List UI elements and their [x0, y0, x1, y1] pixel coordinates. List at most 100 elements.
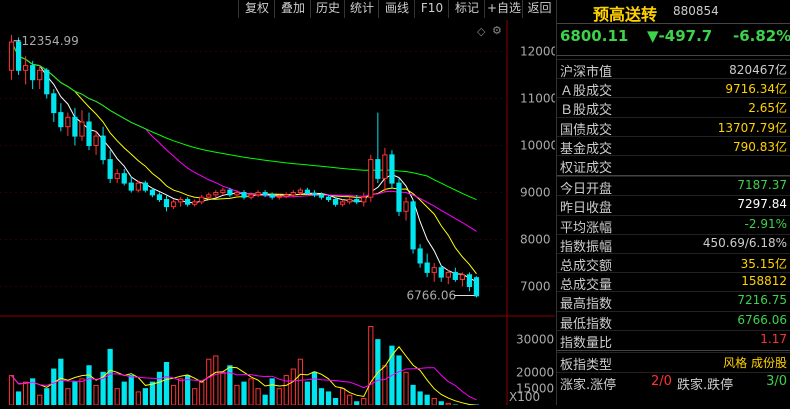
candle-body [347, 199, 353, 203]
candle-body [185, 199, 191, 205]
candle [396, 178, 402, 216]
stat-value: 7297.84 [737, 197, 787, 211]
candle [297, 187, 303, 195]
candle-body [177, 199, 184, 203]
volume-bar [276, 388, 282, 406]
candle-body [417, 248, 423, 264]
volume-bar [51, 368, 57, 406]
candle-body [445, 271, 451, 278]
stat-label: 指数量比 [560, 335, 613, 351]
candle [431, 263, 437, 282]
candle [192, 199, 198, 207]
price-change: ▼-497.7 [647, 27, 713, 45]
candle-body [170, 201, 177, 208]
candle [466, 272, 473, 292]
candle-body [93, 135, 99, 146]
volume-bar [22, 381, 29, 406]
overlay-button[interactable]: 叠加 [274, 0, 311, 18]
candle-body [227, 189, 233, 196]
candle-body [135, 182, 141, 191]
kline-chart[interactable]: 12000 11000 10000 9000 8000 7000 12354.99 6766.… [0, 20, 558, 409]
candle-body [290, 192, 296, 196]
volume-ma5-line [11, 345, 477, 406]
candle [241, 190, 247, 200]
candle-body [199, 196, 205, 203]
volume-bar [192, 388, 198, 406]
volume-bar [283, 375, 289, 406]
volume-bar [269, 378, 275, 406]
mark-button[interactable]: 标记 [448, 0, 485, 18]
candle [276, 194, 282, 200]
candle-body [332, 199, 339, 205]
candle [128, 176, 134, 193]
stat-unit: 亿 [774, 120, 787, 135]
volume-bar [107, 348, 113, 406]
candle-body [22, 65, 29, 71]
history-button[interactable]: 历史 [310, 0, 345, 18]
candle [368, 154, 374, 202]
f10-button[interactable]: F10 [414, 0, 449, 18]
stat-unit: 亿 [774, 101, 787, 116]
settings-icon[interactable]: ⚙ [492, 24, 502, 37]
candle [15, 37, 22, 75]
candle [354, 194, 360, 205]
add-watchlist-button[interactable]: +自选 [484, 0, 523, 18]
volume-bar [213, 355, 219, 406]
candle [213, 190, 219, 198]
stat-row: 国债成交 13707.79亿 [557, 116, 790, 138]
candle [311, 190, 318, 198]
candle-body [297, 189, 303, 193]
volume-bar [58, 358, 64, 406]
board-type-value[interactable]: 风格 成份股 [723, 356, 787, 370]
stat-label: 指数振幅 [560, 239, 613, 255]
candle-body [304, 189, 311, 194]
candle-body [389, 154, 395, 184]
stat-value-number: 450.69/6.18% [702, 235, 787, 250]
candle-body [86, 121, 92, 146]
candle-body [30, 65, 36, 81]
stat-label: 总成交额 [560, 259, 613, 274]
stat-value: 790.83亿 [733, 138, 787, 155]
quote-panel: 预高送转 880854 6800.11 ▼-497.7 -6.82% 沪深市值 8… [556, 0, 790, 405]
volume-bar [311, 371, 318, 406]
volume-bar [290, 368, 296, 406]
volume-bar [297, 358, 303, 406]
candle [72, 107, 78, 146]
stat-value: 7216.75 [737, 293, 787, 307]
stat-value: 2.65亿 [748, 99, 787, 116]
fuquan-button[interactable]: 复权 [238, 0, 275, 18]
stat-row: 权证成交 [557, 155, 790, 176]
scroll-up-icon[interactable]: ◇ [477, 25, 486, 38]
board-type-row: 板指类型 风格 成份股 [557, 352, 790, 373]
candle-body [72, 116, 78, 137]
stat-value: 450.69/6.18% [703, 236, 787, 250]
candle [121, 169, 127, 186]
candle-body [318, 194, 325, 198]
stat-value-number: 790.83 [732, 139, 775, 154]
stat-value-number: 2.65 [748, 101, 775, 116]
high-label: 12354.99 [22, 34, 79, 48]
candle [438, 265, 444, 282]
candle-body [37, 69, 43, 81]
price-tick-label: 12000 [520, 45, 555, 59]
candle-body [51, 93, 57, 114]
candle-body [15, 41, 22, 71]
stat-row: 指数振幅 450.69/6.18% [557, 233, 790, 255]
candle-body [424, 262, 430, 273]
candle [30, 60, 36, 90]
stat-label: 平均涨幅 [560, 220, 613, 236]
volume-bar [410, 384, 416, 406]
stat-label: Ｂ股成交 [560, 103, 613, 119]
volume-unit-label: X100 [509, 390, 540, 404]
chart-svg: 12000 11000 10000 9000 8000 7000 12354.99 6766.… [0, 20, 558, 409]
candle-body [262, 192, 268, 196]
stat-value: -2.91% [745, 217, 787, 231]
stat-label: Ａ股成交 [560, 84, 613, 100]
candle-body [410, 201, 416, 250]
candle [58, 103, 64, 132]
candle [149, 187, 156, 198]
back-button[interactable]: 返回 [522, 0, 556, 18]
draw-line-button[interactable]: 画线 [378, 0, 415, 18]
stats-button[interactable]: 统计 [344, 0, 379, 18]
candle [445, 270, 451, 285]
